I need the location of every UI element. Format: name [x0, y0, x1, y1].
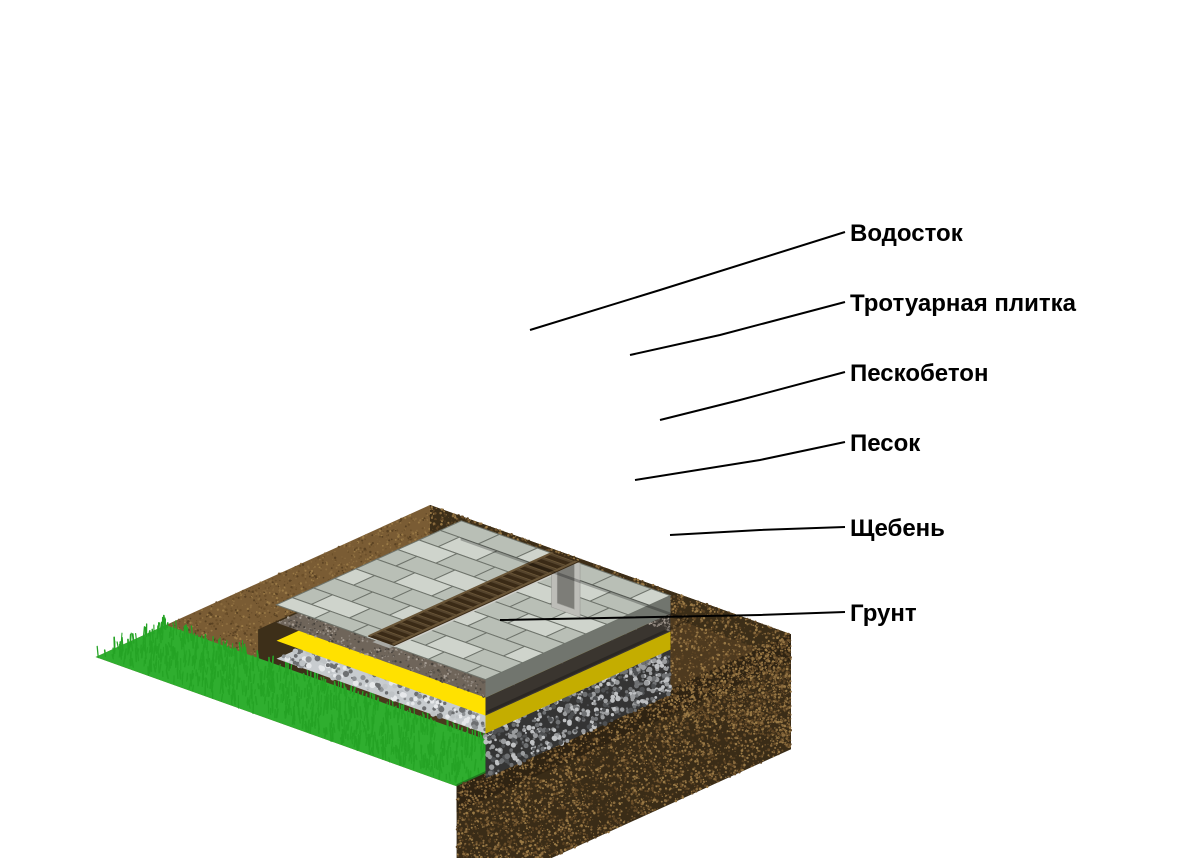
- diagram-stage: Водосток Тротуарная плитка Пескобетон Песок…: [0, 0, 1200, 858]
- label-sand: Песок: [850, 430, 920, 458]
- layers-scene: [0, 0, 1200, 858]
- label-sand_concrete: Пескобетон: [850, 360, 988, 388]
- label-pavers: Тротуарная плитка: [850, 290, 1076, 318]
- label-soil: Грунт: [850, 600, 917, 628]
- label-gravel: Щебень: [850, 515, 945, 543]
- label-drain: Водосток: [850, 220, 963, 248]
